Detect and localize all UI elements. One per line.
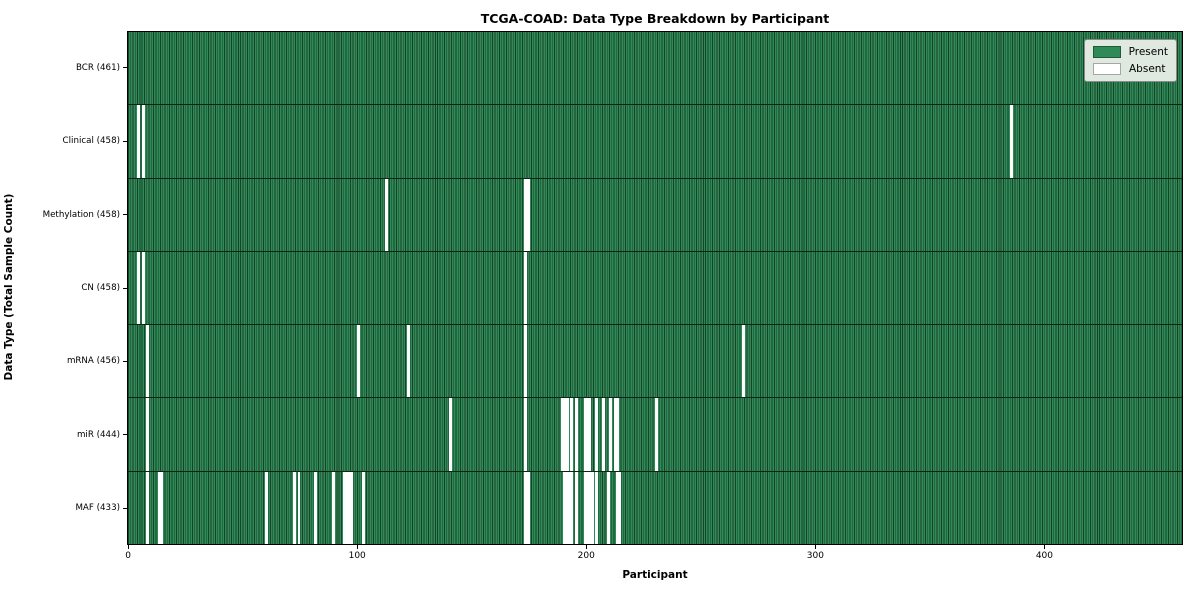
absent-mark [741, 325, 745, 398]
absent-mark [524, 178, 530, 251]
absent-mark [343, 471, 354, 544]
y-tick-label-mrna: mRNA (456) [66, 356, 120, 367]
y-tick-mark [122, 434, 127, 436]
heatmap-row-methylation [128, 177, 1182, 251]
legend-entry-absent: Absent [1093, 63, 1168, 75]
absent-mark [141, 105, 145, 178]
absent-mark [609, 398, 613, 471]
absent-mark [297, 471, 301, 544]
absent-mark [595, 471, 599, 544]
y-tick-mark [122, 67, 127, 69]
x-tick-mark [586, 545, 588, 549]
absent-mark [583, 398, 592, 471]
absent-mark [595, 398, 599, 471]
absent-mark [384, 178, 388, 251]
y-axis-title: Data Type (Total Sample Count) [3, 193, 15, 381]
y-tick-label-maf: MAF (433) [75, 503, 120, 514]
absent-mark [570, 398, 574, 471]
legend-swatch-present-icon [1093, 46, 1121, 58]
x-tick-mark [128, 545, 130, 549]
chart-title: TCGA-COAD: Data Type Breakdown by Partic… [480, 11, 830, 26]
absent-mark [141, 251, 145, 325]
heatmap-row-mrna [128, 324, 1182, 398]
y-tick-mark [122, 507, 127, 509]
x-axis-title: Participant [622, 569, 688, 581]
absent-mark [602, 398, 606, 471]
absent-mark [292, 471, 296, 544]
absent-mark [524, 325, 528, 398]
absent-mark [146, 325, 150, 398]
absent-mark [524, 398, 528, 471]
heatmap-row-mir [128, 397, 1182, 471]
y-tick-mark [122, 360, 127, 362]
absent-mark [331, 471, 335, 544]
absent-mark [448, 398, 452, 471]
legend-swatch-absent-icon [1093, 63, 1121, 75]
plot-area: Present Absent [127, 31, 1183, 545]
absent-mark [613, 398, 619, 471]
absent-mark [615, 471, 622, 544]
x-tick-label-200: 200 [577, 551, 595, 561]
absent-mark [137, 105, 141, 178]
absent-mark [265, 471, 269, 544]
legend-entry-present: Present [1093, 46, 1168, 58]
y-tick-label-cn: CN (458) [81, 283, 120, 293]
legend: Present Absent [1084, 39, 1177, 82]
absent-mark [146, 471, 150, 544]
absent-mark [560, 398, 569, 471]
x-tick-label-400: 400 [1035, 551, 1053, 561]
absent-mark [574, 398, 578, 471]
y-tick-label-mir: miR (444) [76, 429, 120, 440]
absent-mark [524, 251, 528, 325]
y-tick-label-methylation: Methylation (458) [42, 209, 120, 220]
absent-mark [361, 471, 365, 544]
y-tick-mark [122, 140, 127, 142]
absent-mark [563, 471, 574, 544]
legend-label-absent: Absent [1129, 63, 1166, 75]
absent-mark [157, 471, 164, 544]
x-tick-label-300: 300 [806, 551, 824, 561]
y-tick-mark [122, 214, 127, 216]
y-tick-label-bcr: BCR (461) [75, 62, 120, 73]
y-tick-mark [122, 287, 127, 289]
absent-mark [654, 398, 658, 471]
x-tick-label-100: 100 [348, 551, 366, 561]
heatmap-row-clinical [128, 104, 1182, 178]
absent-mark [524, 471, 530, 544]
absent-mark [583, 471, 594, 544]
legend-label-present: Present [1128, 46, 1168, 58]
absent-mark [137, 251, 141, 325]
absent-mark [1009, 105, 1013, 178]
absent-mark [407, 325, 411, 398]
absent-mark [357, 325, 361, 398]
y-tick-label-clinical: Clinical (458) [62, 136, 120, 147]
absent-mark [146, 398, 150, 471]
absent-mark [574, 471, 578, 544]
absent-mark [313, 471, 317, 544]
x-tick-mark [815, 545, 817, 549]
absent-mark [606, 471, 610, 544]
x-tick-mark [1044, 545, 1046, 549]
heatmap-row-bcr [128, 32, 1182, 105]
x-tick-mark [357, 545, 359, 549]
x-tick-label-0: 0 [125, 551, 132, 561]
heatmap-row-maf [128, 470, 1182, 544]
heatmap-row-cn [128, 250, 1182, 325]
